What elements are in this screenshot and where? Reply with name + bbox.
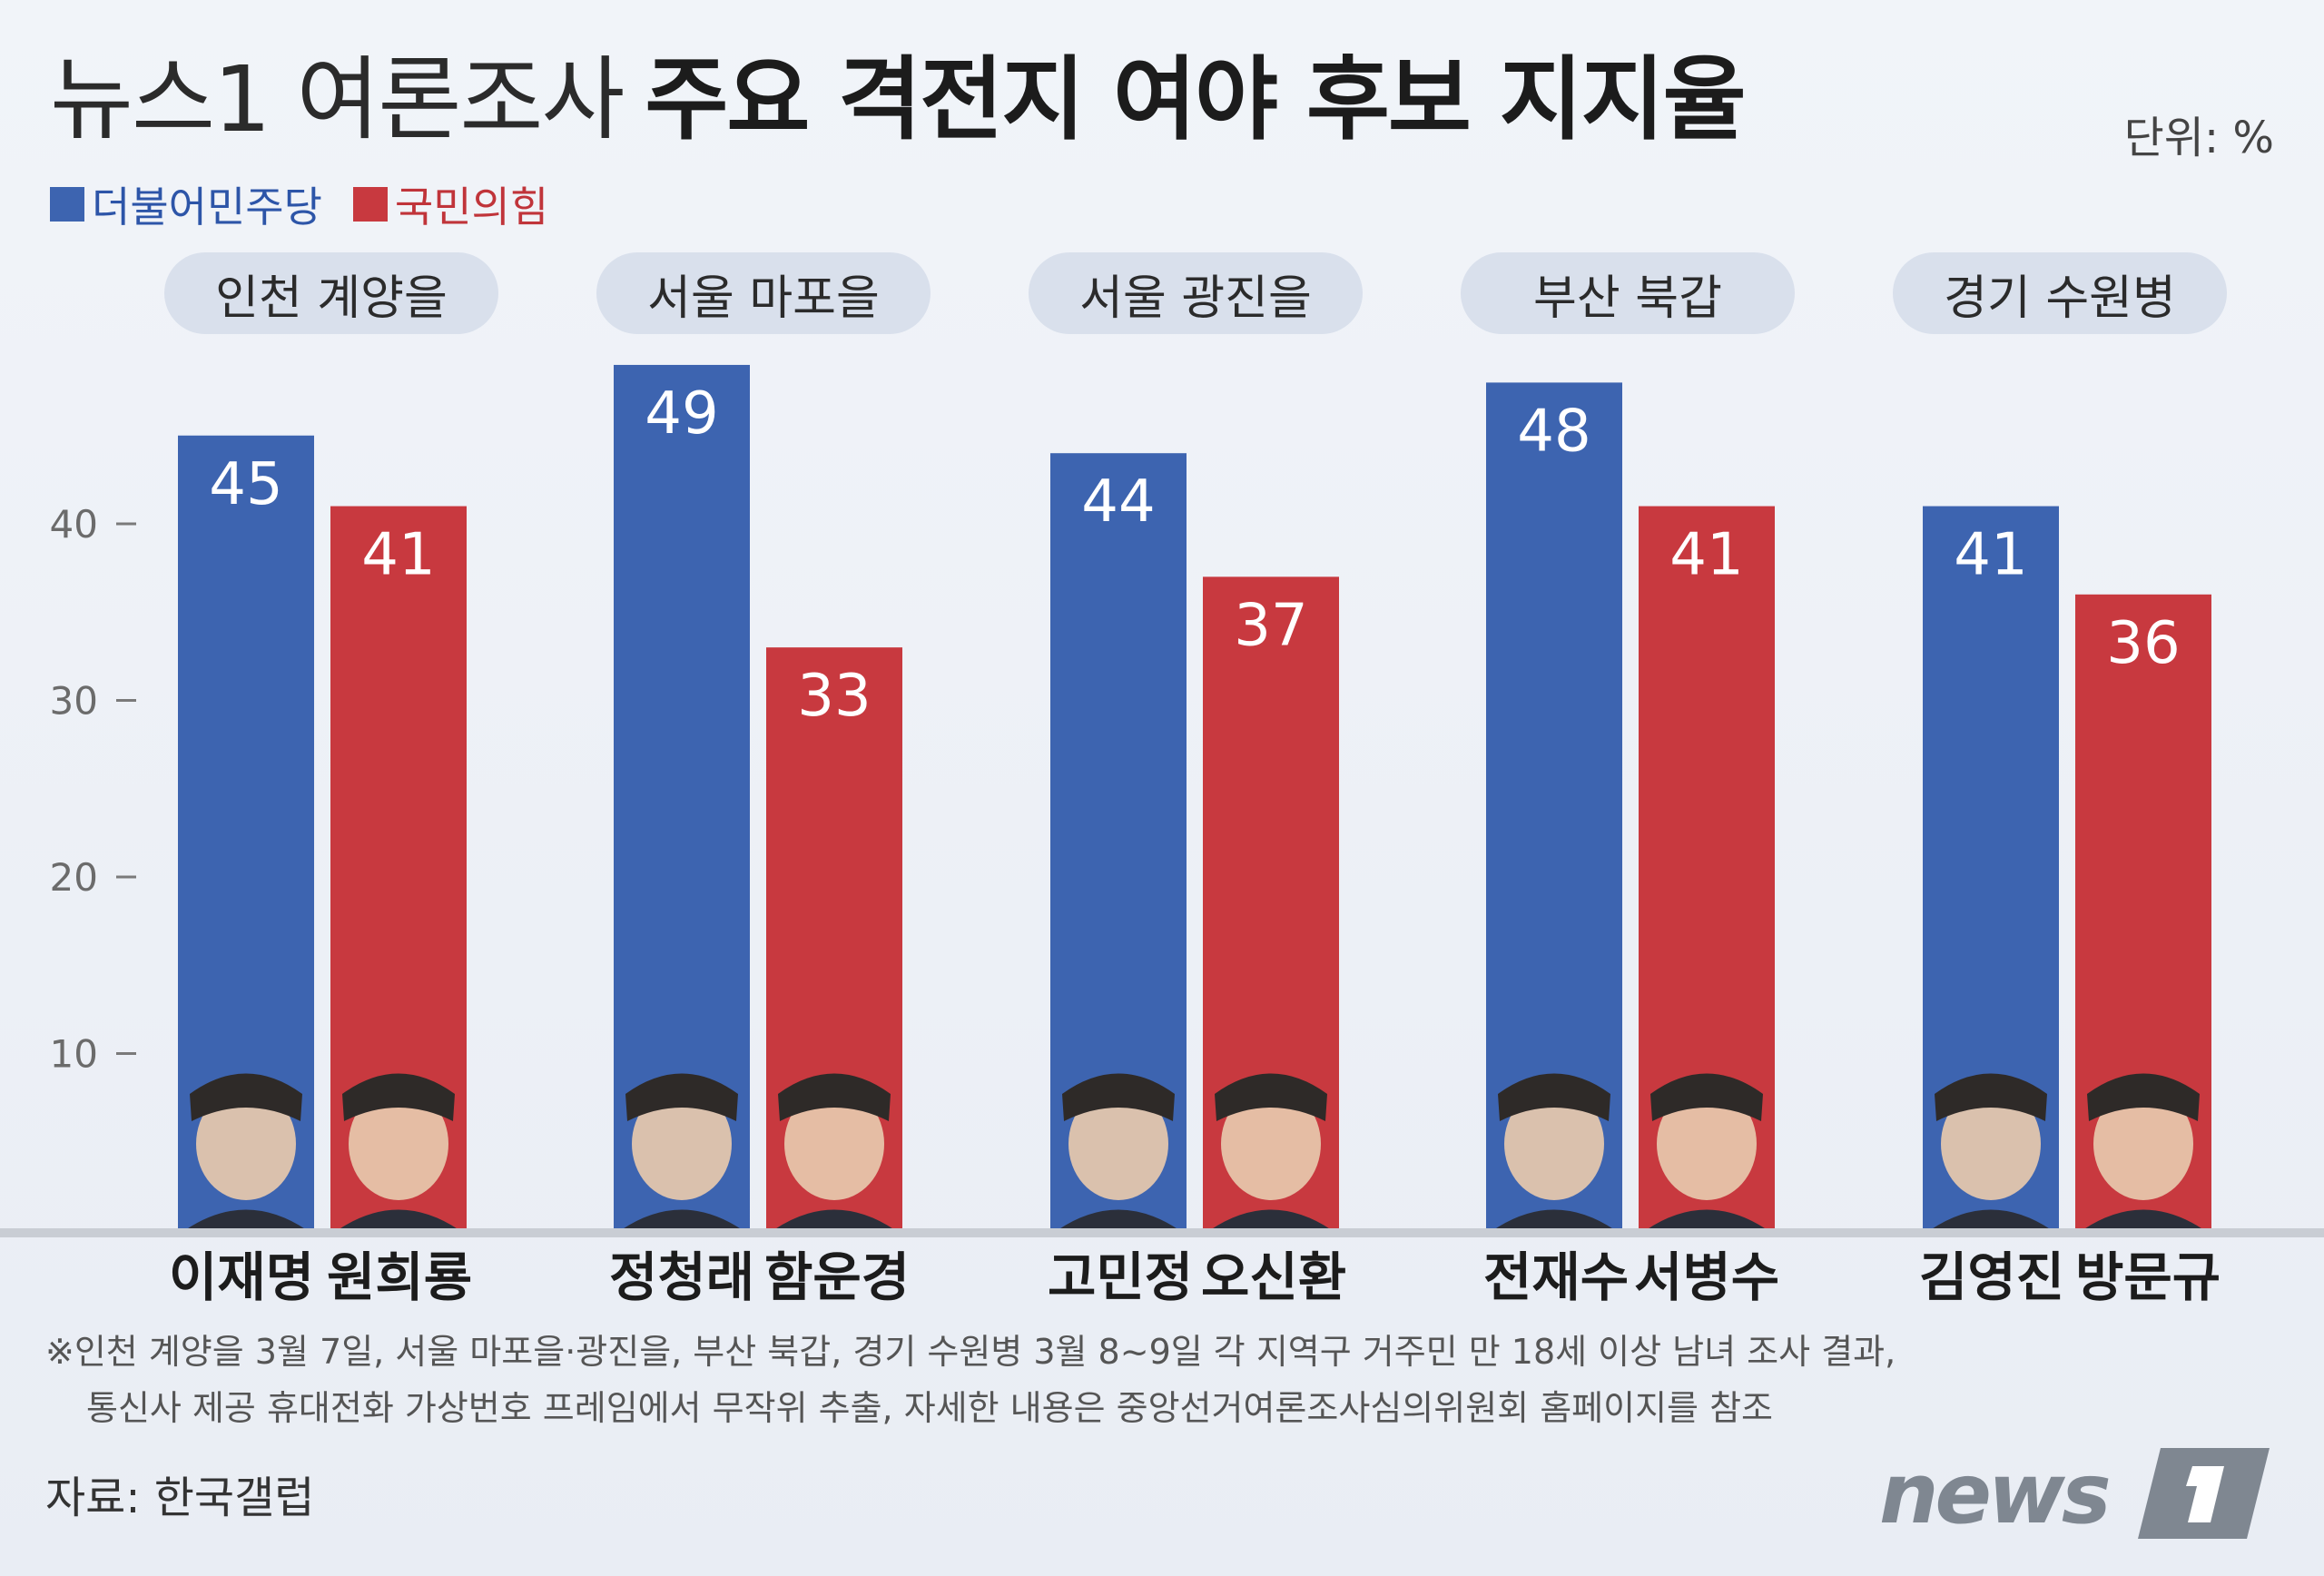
candidate-name: 김영진 xyxy=(1919,1246,2065,1308)
candidate-photo-hair xyxy=(625,1073,738,1121)
candidate-photo-body xyxy=(2083,1209,2204,1230)
district-label: 인천 계양을 xyxy=(164,252,498,334)
bar-value-label: 41 xyxy=(1954,522,2027,589)
candidate-photo-hair xyxy=(1498,1073,1610,1121)
baseline xyxy=(0,1228,2324,1237)
legend-item-democratic: 더불어민주당 xyxy=(50,174,322,234)
candidate-photo-body xyxy=(773,1209,895,1230)
y-tick-label: 20 xyxy=(50,855,98,900)
district-label: 경기 수원병 xyxy=(1893,252,2227,334)
bar-value-label: 36 xyxy=(2106,610,2180,677)
unit-label: 단위: % xyxy=(2123,113,2274,163)
news1-logo-mark: news xyxy=(1879,1445,2270,1542)
candidate-photo-hair xyxy=(1935,1073,2047,1121)
candidate-photo-body xyxy=(185,1209,307,1230)
bar-value-label: 49 xyxy=(645,380,718,448)
candidate-name: 서병수 xyxy=(1634,1246,1780,1308)
candidate-photo-body xyxy=(1493,1209,1615,1230)
footnote-line-1: ※인천 계양을 3월 7일, 서울 마포을·광진을, 부산 북갑, 경기 수원병… xyxy=(45,1332,1896,1372)
legend-swatch-blue xyxy=(50,187,84,222)
candidate-photo-body xyxy=(1930,1209,2052,1230)
candidate-photo-face xyxy=(784,1088,884,1200)
legend-item-ppp: 국민의힘 xyxy=(352,174,549,234)
logo-word: news xyxy=(1879,1445,2109,1542)
district-label: 부산 북갑 xyxy=(1461,252,1795,334)
candidate-photo-face xyxy=(1068,1088,1168,1200)
footnote-line-2: 통신사 제공 휴대전화 가상번호 프레임에서 무작위 추출, 자세한 내용은 중… xyxy=(86,1388,1773,1428)
candidate-photo-face xyxy=(1941,1088,2041,1200)
candidate-photo-face xyxy=(1221,1088,1321,1200)
candidate-photo-face xyxy=(1504,1088,1604,1200)
candidate-name: 원희룡 xyxy=(327,1246,473,1308)
legend-label-ppp: 국민의힘 xyxy=(394,182,549,231)
y-tick-label: 30 xyxy=(50,679,98,724)
legend: 더불어민주당 국민의힘 xyxy=(50,174,548,234)
candidate-photo-hair xyxy=(2087,1073,2200,1121)
candidate-photo-body xyxy=(338,1209,459,1230)
bar-value-label: 41 xyxy=(1669,522,1743,589)
candidate-photo-face xyxy=(632,1088,732,1200)
bar-value-label: 44 xyxy=(1081,468,1155,536)
bar-value-label: 41 xyxy=(361,522,435,589)
candidate-photo-hair xyxy=(1650,1073,1763,1121)
candidate-photo-body xyxy=(621,1209,743,1230)
candidate-photo-hair xyxy=(1215,1073,1327,1121)
candidate-photo-body xyxy=(1210,1209,1332,1230)
candidate-photo-face xyxy=(1657,1088,1757,1200)
district-label: 서울 광진을 xyxy=(1029,252,1363,334)
source-credit: 자료: 한국갤럽 xyxy=(45,1473,315,1523)
bar-value-label: 48 xyxy=(1517,398,1590,465)
title-main: 주요 격전지 여야 후보 지지율 xyxy=(645,46,1746,153)
candidate-name: 정청래 xyxy=(609,1246,755,1308)
candidate-name: 이재명 xyxy=(169,1246,315,1308)
candidate-photo-hair xyxy=(778,1073,891,1121)
logo-one-glyph xyxy=(2186,1466,2224,1522)
candidate-name: 고민정 xyxy=(1048,1246,1194,1308)
candidate-photo-hair xyxy=(1062,1073,1175,1121)
candidate-photo-body xyxy=(1058,1209,1179,1230)
y-tick-label: 10 xyxy=(50,1032,98,1077)
page-title: 뉴스1 여론조사 주요 격전지 여야 후보 지지율 xyxy=(50,45,1747,154)
candidate-name: 방문규 xyxy=(2075,1246,2221,1308)
legend-swatch-red xyxy=(352,187,388,222)
candidate-photo-hair xyxy=(342,1073,455,1121)
candidate-photo-face xyxy=(196,1088,296,1200)
candidate-photo-body xyxy=(1646,1209,1768,1230)
candidate-photo-face xyxy=(2093,1088,2193,1200)
candidate-name: 함운경 xyxy=(764,1246,911,1308)
news1-logo: news xyxy=(1879,1439,2279,1548)
title-prefix: 뉴스1 여론조사 xyxy=(50,46,625,153)
candidate-name: 오신환 xyxy=(1201,1246,1347,1308)
candidate-photo-hair xyxy=(190,1073,302,1121)
district-label: 서울 마포을 xyxy=(596,252,931,334)
y-tick-label: 40 xyxy=(50,502,98,547)
candidate-photo-face xyxy=(349,1088,448,1200)
bar-value-label: 33 xyxy=(797,663,871,730)
legend-label-democratic: 더불어민주당 xyxy=(92,182,322,231)
candidate-name: 전재수 xyxy=(1483,1246,1630,1308)
bar-value-label: 37 xyxy=(1234,592,1307,659)
bar-value-label: 45 xyxy=(209,451,282,518)
footnote: ※인천 계양을 3월 7일, 서울 마포을·광진을, 부산 북갑, 경기 수원병… xyxy=(45,1324,1896,1436)
